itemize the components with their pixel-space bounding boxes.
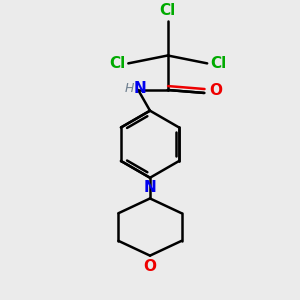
Text: Cl: Cl [109,56,125,71]
Text: O: O [209,83,222,98]
Text: N: N [144,181,156,196]
Text: H: H [125,82,134,94]
Text: N: N [134,80,146,95]
Text: Cl: Cl [160,3,176,18]
Text: Cl: Cl [210,56,226,71]
Text: O: O [143,259,157,274]
